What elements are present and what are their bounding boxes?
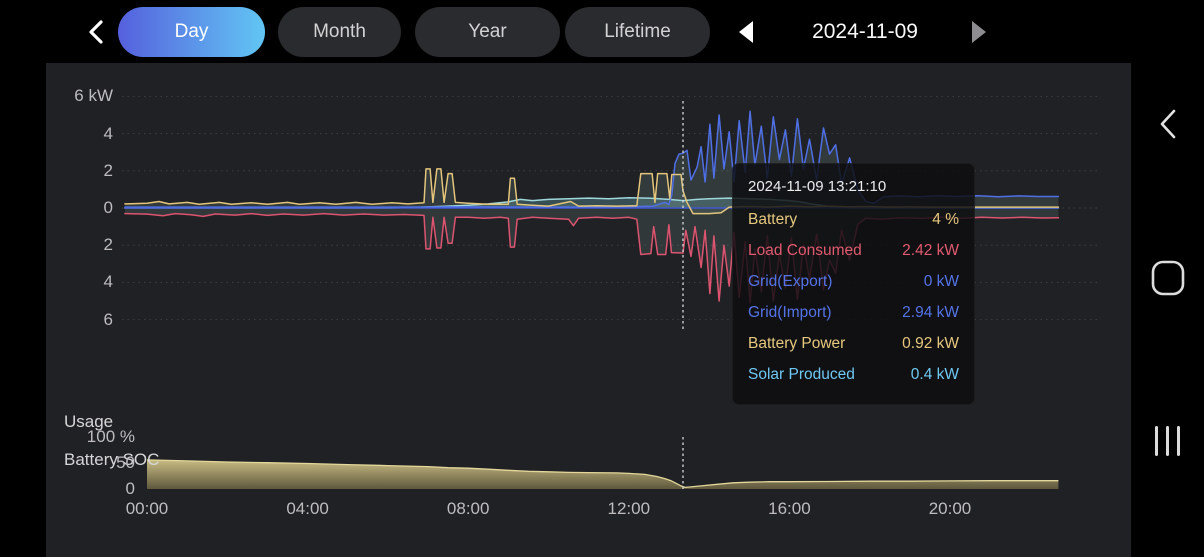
soc-y-tick: 100 % (86, 427, 135, 446)
tooltip-row-value: 0.92 kW (902, 335, 959, 352)
tooltip-row-label: Grid(Export) (748, 273, 833, 290)
tooltip-rows: Battery 4 % Load Consumed 2.42 kW Grid(Expor… (748, 204, 959, 390)
tooltip-row-value: 4 % (932, 211, 959, 228)
tooltip-row-value: 2.42 kW (902, 242, 959, 259)
usage-y-tick: 0 (103, 198, 113, 217)
chart-tooltip: 2024-11-09 13:21:10 Battery 4 % Load Consu… (732, 163, 975, 405)
tooltip-row-label: Battery Power (748, 335, 846, 352)
android-recents-icon (1154, 426, 1180, 456)
tab-year[interactable]: Year (415, 7, 560, 57)
tooltip-row: Grid(Import) 2.94 kW (748, 297, 959, 328)
tooltip-row-value: 2.94 kW (902, 304, 959, 321)
tab-day-label: Day (174, 21, 209, 42)
top-bar: Day Month Year Lifetime 2024-11-09 (0, 0, 1204, 63)
usage-y-tick: 4 (103, 272, 113, 292)
energy-chart-panel[interactable]: Usage Battery SOC 6 kW 4 2 0 2 4 6 100 % 50 0 00:0… (46, 63, 1131, 557)
android-recents-button[interactable] (1153, 424, 1183, 463)
x-axis-tick: 12:00 (607, 499, 651, 518)
tab-lifetime-label: Lifetime (604, 21, 671, 42)
tooltip-timestamp: 2024-11-09 13:21:10 (748, 178, 887, 195)
android-back-button[interactable] (1158, 108, 1178, 145)
tooltip-row: Load Consumed 2.42 kW (748, 235, 959, 266)
x-axis-tick: 16:00 (768, 499, 811, 518)
tab-day[interactable]: Day (118, 7, 265, 57)
tooltip-row-label: Solar Produced (748, 366, 855, 383)
tooltip-row-value: 0 kW (923, 273, 959, 290)
x-axis-tick: 04:00 (286, 499, 329, 518)
x-axis-tick: 08:00 (446, 499, 490, 518)
previous-day-button[interactable] (737, 21, 755, 43)
next-day-button[interactable] (970, 21, 988, 43)
tooltip-row-value: 0.4 kW (910, 366, 959, 383)
tooltip-row-label: Grid(Import) (748, 304, 832, 321)
tooltip-row-label: Load Consumed (748, 242, 862, 259)
tab-lifetime[interactable]: Lifetime (565, 7, 710, 57)
android-back-icon (1160, 109, 1175, 139)
x-axis-tick: 20:00 (928, 499, 972, 518)
chevron-left-icon (89, 20, 103, 44)
triangle-right-icon (972, 21, 986, 43)
usage-y-tick: 2 (103, 160, 113, 180)
android-home-button[interactable] (1151, 260, 1185, 301)
android-home-icon (1151, 260, 1184, 296)
usage-section-label: Usage (64, 412, 114, 431)
current-date: 2024-11-09 (812, 20, 918, 43)
back-button[interactable] (82, 17, 112, 47)
tab-year-label: Year (468, 21, 507, 42)
battery-soc-section-label: Battery SOC (64, 450, 160, 469)
tooltip-row: Solar Produced 0.4 kW (748, 359, 959, 390)
tooltip-row-label: Battery (748, 211, 798, 228)
triangle-left-icon (739, 21, 753, 43)
tab-month-label: Month (313, 21, 366, 42)
usage-y-tick: 4 (103, 123, 113, 143)
battery-soc-chart (146, 459, 1059, 489)
android-navigation-bar (1131, 0, 1204, 557)
usage-y-tick: 2 (103, 235, 113, 255)
tooltip-row: Grid(Export) 0 kW (748, 266, 959, 297)
usage-y-tick: 6 (103, 309, 113, 329)
x-axis-tick: 00:00 (125, 499, 169, 518)
tooltip-row: Battery Power 0.92 kW (748, 328, 959, 359)
soc-y-tick: 0 (125, 479, 135, 498)
soc-y-tick: 50 (116, 453, 135, 472)
usage-y-tick: 6 kW (74, 86, 113, 106)
tooltip-row: Battery 4 % (748, 204, 959, 235)
tab-month[interactable]: Month (278, 7, 401, 57)
